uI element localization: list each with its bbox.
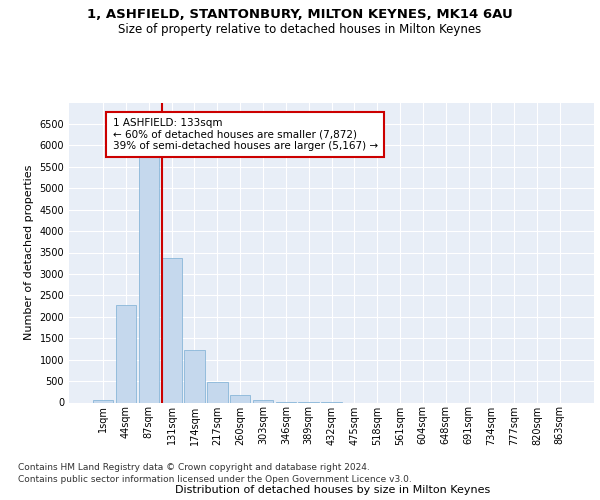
Y-axis label: Number of detached properties: Number of detached properties: [24, 165, 34, 340]
Bar: [139, 126, 159, 402]
Bar: [93, 400, 113, 402]
Text: 1 ASHFIELD: 133sqm
← 60% of detached houses are smaller (7,872)
39% of semi-deta: 1 ASHFIELD: 133sqm ← 60% of detached hou…: [113, 118, 378, 151]
Bar: [253, 400, 273, 402]
Bar: [116, 305, 136, 402]
Text: Contains HM Land Registry data © Crown copyright and database right 2024.: Contains HM Land Registry data © Crown c…: [18, 462, 370, 471]
Bar: [230, 395, 250, 402]
Text: Contains public sector information licensed under the Open Government Licence v3: Contains public sector information licen…: [18, 475, 412, 484]
Bar: [184, 350, 205, 403]
Text: 1, ASHFIELD, STANTONBURY, MILTON KEYNES, MK14 6AU: 1, ASHFIELD, STANTONBURY, MILTON KEYNES,…: [87, 8, 513, 20]
Text: Distribution of detached houses by size in Milton Keynes: Distribution of detached houses by size …: [175, 485, 491, 495]
Bar: [207, 382, 227, 402]
Bar: [161, 258, 182, 402]
Text: Size of property relative to detached houses in Milton Keynes: Size of property relative to detached ho…: [118, 22, 482, 36]
